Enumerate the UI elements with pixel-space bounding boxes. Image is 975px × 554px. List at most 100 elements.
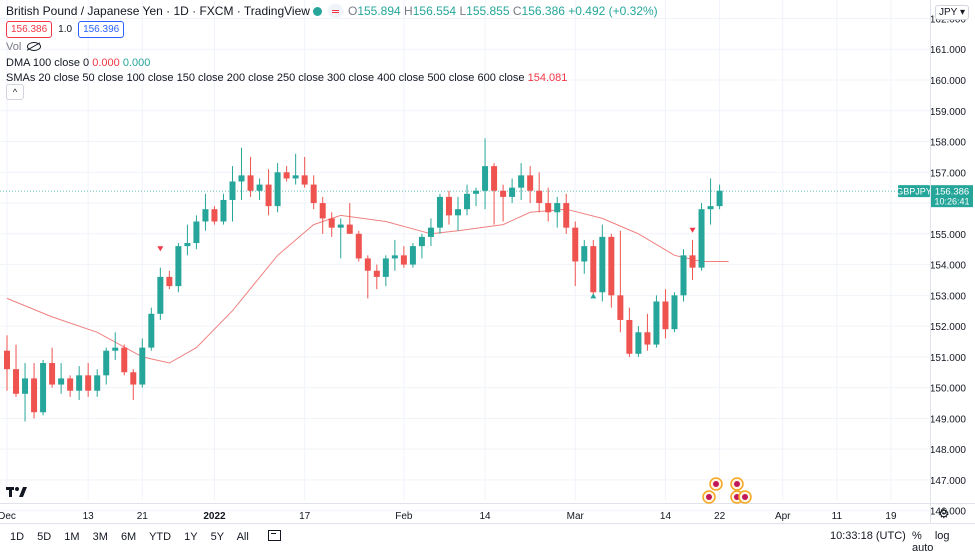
- candle-body: [391, 255, 398, 259]
- candle: [545, 187, 552, 222]
- candle: [491, 163, 498, 225]
- candle-body: [373, 270, 380, 277]
- candle-body: [608, 236, 615, 296]
- buy-button[interactable]: 156.396: [78, 21, 125, 38]
- price-tick-label: 150.000: [930, 384, 967, 395]
- sell-signal-marker: [157, 246, 164, 252]
- percent-toggle[interactable]: %: [912, 530, 922, 542]
- time-axis[interactable]: Dec 13 21 2022 17 Feb 14 Mar 14 22 Apr 11 19: [0, 503, 975, 523]
- signal-markers: [157, 227, 696, 299]
- candle-body: [572, 227, 579, 262]
- candle-body: [220, 199, 227, 222]
- candle: [563, 193, 570, 234]
- settings-gear-icon[interactable]: ⚙: [938, 506, 950, 521]
- candle-body: [653, 301, 660, 345]
- candle: [157, 267, 164, 320]
- candle: [328, 212, 335, 237]
- candle-body: [445, 196, 452, 216]
- candle: [121, 344, 128, 376]
- candle-body: [671, 295, 678, 330]
- candle: [283, 166, 290, 182]
- dma-legend[interactable]: DMA 100 close 0 0.000 0.000: [6, 56, 150, 70]
- sell-button[interactable]: 156.386: [6, 21, 53, 38]
- price-tick-label: 157.000: [930, 168, 967, 179]
- event-flag-dot: [706, 494, 712, 500]
- candle-body: [626, 319, 633, 354]
- candle-body: [554, 203, 561, 213]
- market-open-icon: [313, 7, 323, 16]
- candle: [193, 215, 200, 250]
- candle-body: [590, 246, 597, 293]
- dma-value-2: 0.000: [122, 57, 151, 69]
- ohlc-toggle-icon[interactable]: [327, 4, 343, 18]
- candle-body: [500, 190, 507, 197]
- event-flag-icon: [702, 490, 716, 504]
- candle: [382, 255, 389, 287]
- range-1y[interactable]: 1Y: [184, 531, 198, 543]
- event-flag-icon: [709, 477, 723, 491]
- candle: [680, 249, 687, 302]
- candle-body: [13, 369, 20, 394]
- log-toggle[interactable]: log: [934, 530, 950, 542]
- price-tick-label: 153.000: [930, 291, 967, 302]
- candle-body: [67, 378, 74, 391]
- collapse-legend-button[interactable]: ^: [6, 84, 24, 100]
- symbol-title[interactable]: British Pound / Japanese Yen · 1D · FXCM…: [6, 4, 310, 18]
- candle-body: [85, 375, 92, 391]
- event-flag-dot: [742, 494, 748, 500]
- candle-body: [409, 246, 416, 265]
- time-tick-label: 21: [137, 511, 149, 522]
- candle: [355, 230, 362, 262]
- range-5d[interactable]: 5D: [37, 531, 52, 543]
- range-ytd[interactable]: YTD: [149, 531, 172, 543]
- candle-body: [202, 209, 209, 222]
- eye-hidden-icon[interactable]: [27, 42, 42, 51]
- candle: [608, 233, 615, 308]
- goto-date-icon[interactable]: [267, 530, 281, 541]
- candle-body: [184, 243, 191, 247]
- symbol-legend[interactable]: British Pound / Japanese Yen · 1D · FXCM…: [6, 4, 658, 18]
- candle: [220, 193, 227, 225]
- candle: [211, 206, 218, 225]
- range-6m[interactable]: 6M: [120, 531, 137, 543]
- candle-body: [310, 184, 317, 204]
- range-5y[interactable]: 5Y: [210, 531, 225, 543]
- price-tick-label: 147.000: [930, 476, 967, 487]
- volume-legend[interactable]: Vol: [6, 40, 42, 54]
- price-chart[interactable]: 146.000 147.000 148.000 149.000 150.000 151.0…: [0, 0, 975, 523]
- candle: [130, 369, 137, 400]
- buy-signal-marker: [590, 293, 597, 299]
- currency-button[interactable]: JPY ▾: [935, 5, 969, 20]
- candle-body: [256, 184, 263, 191]
- candle-body: [175, 246, 182, 287]
- price-axis[interactable]: 146.000 147.000 148.000 149.000 150.000 151.0…: [930, 0, 967, 523]
- candle-body: [22, 378, 29, 394]
- range-all[interactable]: All: [236, 531, 249, 543]
- economic-events[interactable]: [702, 477, 752, 504]
- candle: [22, 363, 29, 422]
- candle: [671, 292, 678, 333]
- price-tick-label: 149.000: [930, 414, 967, 425]
- candle-body: [328, 218, 335, 228]
- candle-body: [40, 363, 47, 413]
- tradingview-logo-icon[interactable]: [6, 485, 28, 501]
- price-tick-label: 148.000: [930, 445, 967, 456]
- candle-body: [58, 378, 65, 385]
- candle: [599, 224, 606, 302]
- candle: [238, 147, 245, 200]
- candle-body: [193, 221, 200, 244]
- candle-body: [337, 224, 344, 228]
- candle: [112, 332, 119, 360]
- range-3m[interactable]: 3M: [92, 531, 108, 543]
- candle: [518, 163, 525, 200]
- candle-body: [707, 206, 714, 210]
- candle: [4, 335, 10, 391]
- candle: [689, 239, 696, 280]
- utc-clock[interactable]: 10:33:18 (UTC): [830, 530, 906, 542]
- range-1m[interactable]: 1M: [64, 531, 80, 543]
- candle-body: [121, 347, 128, 373]
- candle-body: [265, 184, 272, 207]
- auto-toggle[interactable]: auto: [912, 542, 934, 554]
- range-1d[interactable]: 1D: [10, 531, 25, 543]
- smas-legend[interactable]: SMAs 20 close 50 close 100 close 150 clo…: [6, 71, 567, 85]
